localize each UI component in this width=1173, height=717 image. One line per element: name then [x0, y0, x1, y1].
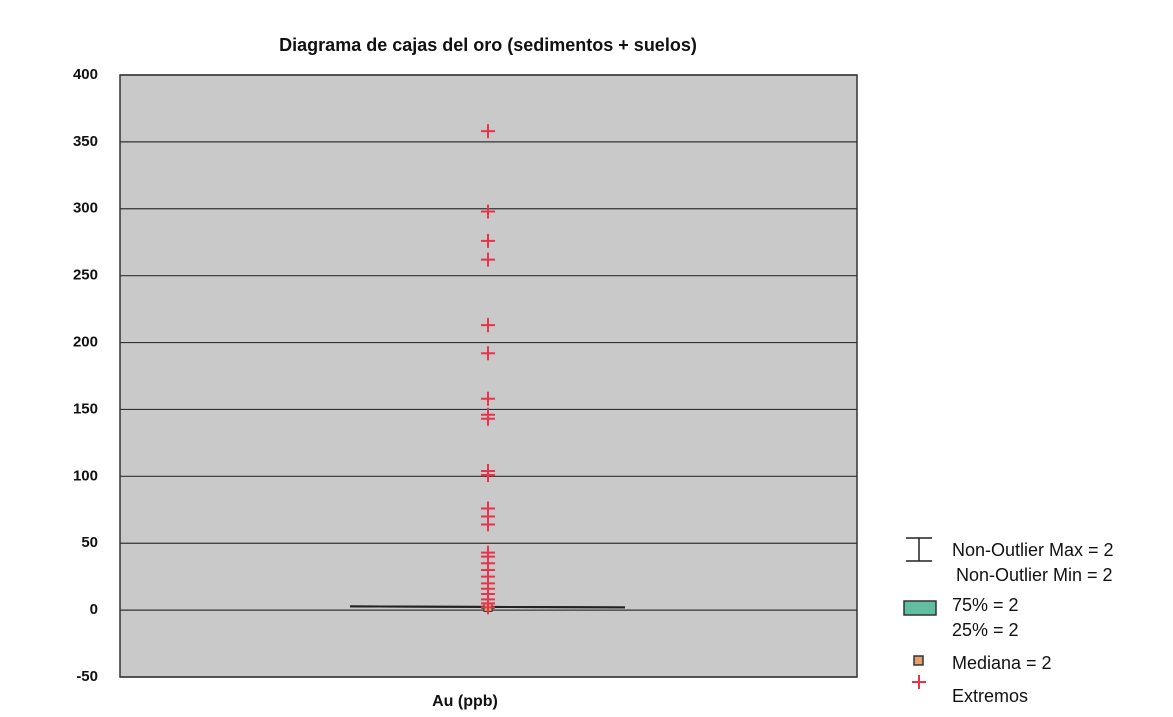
outlier: [481, 252, 495, 267]
outlier: [481, 517, 495, 532]
outlier: [481, 233, 495, 248]
legend-label: Mediana = 2: [952, 653, 1052, 673]
outlier: [481, 346, 495, 361]
y-tick-label: 200: [73, 334, 98, 351]
legend-label: Non-Outlier Min = 2: [956, 565, 1113, 585]
legend-label: 25% = 2: [952, 620, 1019, 640]
y-tick-label: 250: [73, 267, 98, 284]
outlier: [481, 600, 495, 615]
outlier: [481, 318, 495, 333]
outlier: [481, 124, 495, 139]
x-tick-label: Au (ppb): [432, 693, 498, 710]
outlier: [481, 391, 495, 406]
y-tick-label: 50: [81, 534, 98, 551]
legend-label: Extremos: [952, 686, 1028, 706]
y-tick-label: 350: [73, 133, 98, 150]
legend-icons: [903, 537, 937, 689]
outlier: [481, 411, 495, 426]
y-tick-label: 100: [73, 467, 98, 484]
outlier: [481, 204, 495, 219]
y-tick-label: -50: [76, 668, 98, 685]
y-tick-label: 400: [73, 66, 98, 83]
y-tick-label: 300: [73, 200, 98, 217]
legend-label: Non-Outlier Max = 2: [952, 540, 1114, 560]
y-tick-label: 150: [73, 400, 98, 417]
y-tick-label: 0: [90, 601, 98, 618]
chart-title: Diagrama de cajas del oro (sedimentos + …: [279, 35, 697, 55]
outlier: [481, 467, 495, 482]
legend-label: 75% = 2: [952, 595, 1019, 615]
